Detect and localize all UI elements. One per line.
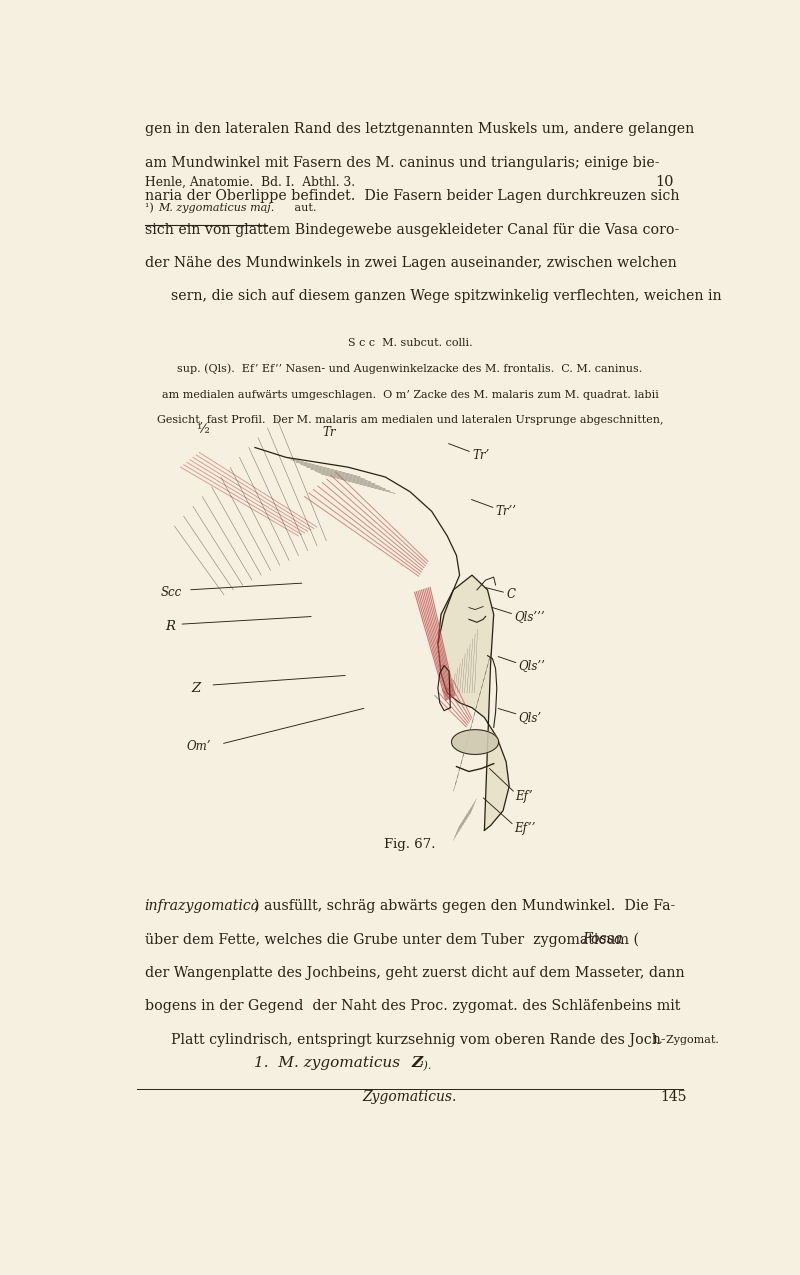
Text: Tr: Tr — [322, 426, 335, 440]
Text: ¹).: ¹). — [420, 1061, 432, 1071]
Polygon shape — [438, 575, 510, 830]
Text: sich ein von glattem Bindegewebe ausgekleideter Canal für die Vasa coro-: sich ein von glattem Bindegewebe ausgekl… — [145, 223, 679, 237]
Text: Qls’’: Qls’’ — [518, 659, 546, 672]
Text: Qls’: Qls’ — [518, 711, 542, 724]
Text: Z: Z — [192, 682, 201, 695]
Text: bogens in der Gegend  der Naht des Proc. zygomat. des Schläfenbeins mit: bogens in der Gegend der Naht des Proc. … — [145, 1000, 680, 1014]
Text: 1.  M. zygomaticus: 1. M. zygomaticus — [254, 1056, 410, 1070]
Text: R: R — [165, 620, 175, 632]
Text: der Wangenplatte des Jochbeins, geht zuerst dicht auf dem Masseter, dann: der Wangenplatte des Jochbeins, geht zue… — [145, 965, 684, 979]
Text: Henle, Anatomie.  Bd. I.  Abthl. 3.: Henle, Anatomie. Bd. I. Abthl. 3. — [145, 176, 354, 189]
Text: am Mundwinkel mit Fasern des M. caninus und triangularis; einige bie-: am Mundwinkel mit Fasern des M. caninus … — [145, 156, 659, 170]
Text: infrazygomatica: infrazygomatica — [145, 899, 260, 913]
Bar — [143, 432, 677, 836]
Text: 10: 10 — [655, 176, 674, 190]
Text: am medialen aufwärts umgeschlagen.  O m’ Zacke des M. malaris zum M. quadrat. la: am medialen aufwärts umgeschlagen. O m’ … — [162, 389, 658, 399]
Text: Platt cylindrisch, entspringt kurzsehnig vom oberen Rande des Joch-: Platt cylindrisch, entspringt kurzsehnig… — [171, 1033, 666, 1047]
Text: sern, die sich auf diesem ganzen Wege spitzwinkelig verflechten, weichen in: sern, die sich auf diesem ganzen Wege sp… — [171, 289, 722, 303]
Text: Z: Z — [411, 1056, 422, 1070]
Polygon shape — [451, 729, 498, 755]
Text: ½: ½ — [196, 423, 209, 436]
Text: C: C — [506, 588, 515, 602]
Text: der Nähe des Mundwinkels in zwei Lagen auseinander, zwischen welchen: der Nähe des Mundwinkels in zwei Lagen a… — [145, 256, 676, 270]
Text: Qls’’’: Qls’’’ — [514, 609, 545, 623]
Text: ) ausfüllt, schräg abwärts gegen den Mundwinkel.  Die Fa-: ) ausfüllt, schräg abwärts gegen den Mun… — [254, 899, 675, 913]
Text: aut.: aut. — [291, 203, 316, 213]
Text: sup. (Qls).  Ef’ Ef’’ Nasen- und Augenwinkelzacke des M. frontalis.  C. M. canin: sup. (Qls). Ef’ Ef’’ Nasen- und Augenwin… — [178, 363, 642, 375]
Text: Zygomaticus.: Zygomaticus. — [363, 1090, 457, 1104]
Text: gen in den lateralen Rand des letztgenannten Muskels um, andere gelangen: gen in den lateralen Rand des letztgenan… — [145, 122, 694, 136]
Text: über dem Fette, welches die Grube unter dem Tuber  zygomaticum (: über dem Fette, welches die Grube unter … — [145, 932, 638, 946]
Text: naria der Oberlippe befindet.  Die Fasern beider Lagen durchkreuzen sich: naria der Oberlippe befindet. Die Fasern… — [145, 189, 679, 203]
Text: Ef’’: Ef’’ — [514, 822, 535, 835]
Text: 1. Zygomat.: 1. Zygomat. — [652, 1034, 718, 1044]
Text: Scc: Scc — [161, 586, 182, 599]
Text: M. zygomaticus maj.: M. zygomaticus maj. — [158, 203, 274, 213]
Text: S c c  M. subcut. colli.: S c c M. subcut. colli. — [348, 338, 472, 348]
Text: Tr’’: Tr’’ — [495, 505, 517, 518]
Text: Gesicht, fast Profil.  Der M. malaris am medialen und lateralen Ursprunge abgesc: Gesicht, fast Profil. Der M. malaris am … — [157, 416, 663, 425]
Text: Fossa: Fossa — [582, 932, 622, 946]
Text: Fig. 67.: Fig. 67. — [384, 838, 436, 850]
Text: 145: 145 — [660, 1090, 686, 1104]
Text: ¹): ¹) — [145, 203, 157, 213]
Text: Ef’: Ef’ — [515, 789, 533, 802]
Text: Om’: Om’ — [187, 741, 211, 754]
Text: Tr’: Tr’ — [472, 449, 490, 462]
